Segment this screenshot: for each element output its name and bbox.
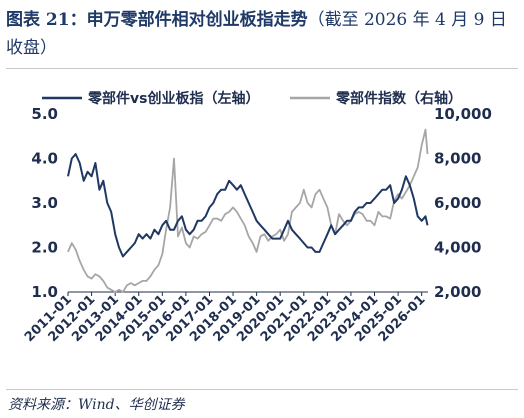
y-left-tick-label: 4.0 — [31, 150, 58, 168]
legend-label: 零部件指数（右轴） — [335, 90, 462, 107]
y-right-tick-label: 2,000 — [434, 283, 481, 301]
series-line-index — [67, 128, 429, 293]
y-left-tick-label: 3.0 — [31, 194, 58, 212]
y-left-tick-label: 1.0 — [31, 283, 58, 301]
chart-title: 图表 21：申万零部件相对创业板指走势（截至 2026 年 4 月 9 日收盘） — [6, 6, 518, 62]
y-axis-left: 1.0 2.0 3.0 4.0 5.0 — [31, 105, 58, 301]
title-main: 申万零部件相对创业板指走势 — [86, 10, 308, 30]
legend: 零部件vs创业板指（左轴） 零部件指数（右轴） — [42, 90, 462, 107]
y-right-tick-label: 10,000 — [434, 105, 492, 123]
source-divider — [6, 389, 518, 390]
x-axis: 2011-012012-012013-012014-012015-012016-… — [22, 292, 429, 345]
title-divider — [6, 68, 518, 69]
series-line-ratio — [67, 153, 429, 258]
series-layer — [67, 128, 429, 293]
title-suffix: （截至 2026 年 4 月 9 日收盘） — [6, 10, 507, 58]
y-right-tick-label: 4,000 — [434, 239, 481, 257]
y-right-tick-label: 6,000 — [434, 194, 481, 212]
y-axis-right: 2,000 4,000 6,000 8,000 10,000 — [434, 105, 492, 301]
y-right-tick-label: 8,000 — [434, 150, 481, 168]
title-prefix: 图表 21： — [6, 10, 87, 30]
legend-label: 零部件vs创业板指（左轴） — [87, 90, 259, 107]
source-note: 资料来源：Wind、华创证券 — [8, 397, 185, 413]
y-left-tick-label: 2.0 — [31, 239, 58, 257]
y-left-tick-label: 5.0 — [31, 105, 58, 123]
